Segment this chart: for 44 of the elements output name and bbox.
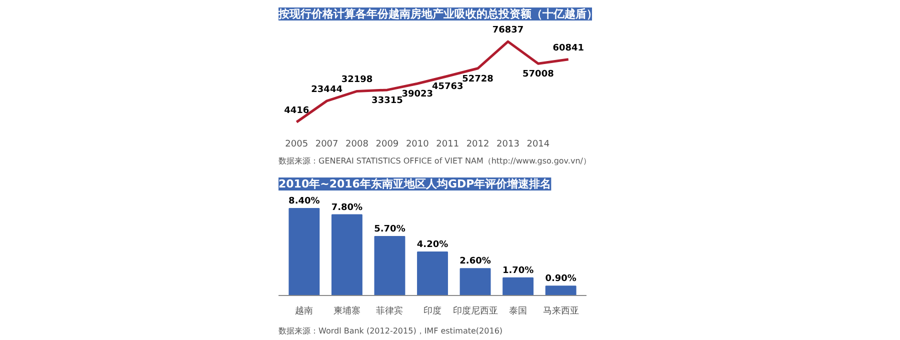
x-tick-label: 马来西亚 [542,306,579,316]
data-label: 23444 [311,84,342,95]
data-label: 33315 [372,96,403,106]
data-label: 45763 [432,82,464,92]
bar [288,208,320,296]
data-label: 4.20% [416,240,448,250]
x-tick-label: 2008 [346,140,369,150]
x-tick-label: 2009 [376,140,399,150]
x-tick-label: 2014 [526,140,550,150]
data-label: 76837 [492,26,524,36]
bar [331,214,362,296]
bar [545,286,576,296]
x-tick-label: 菲律宾 [376,306,404,316]
x-tick-label: 2011 [436,140,460,150]
data-label: 52728 [462,74,494,84]
chart-title: 2010年~2016年东南亚地区人均GDP年评价增速排名 [278,178,552,190]
data-label: 2.60% [460,256,491,267]
x-tick-label: 2012 [466,140,490,150]
source-note: 数据来源：GENERAI STATISTICS OFFICE of VIET NAM（http://www.gso.gov.vn/） [278,156,591,166]
x-tick-label: 越南 [295,306,314,316]
x-tick-label: 2005 [285,140,308,150]
x-tick-label: 印度 [424,306,442,316]
data-label: 39023 [402,90,434,100]
bar [502,277,534,296]
x-tick-label: 柬埔寨 [333,306,360,316]
bar [417,252,448,296]
data-label: 60841 [552,43,584,54]
data-label: 5.70% [374,224,406,234]
x-tick-label: 印度尼西亚 [452,306,498,316]
x-tick-label: 2007 [315,140,338,150]
data-label: 1.70% [502,266,534,276]
data-label: 0.90% [545,274,576,284]
chart-title: 按现行价格计算各年份越南房地产业吸收的总投资额（十亿越盾） [278,8,598,20]
x-tick-label: 2010 [406,140,430,150]
data-label: 7.80% [331,202,363,213]
x-tick-label: 2013 [496,140,520,150]
data-label: 8.40% [288,196,320,207]
data-label: 57008 [522,70,554,80]
bar [374,236,406,296]
source-note: 数据来源：Wordl Bank (2012-2015)，IMF estimate(2016) [278,326,503,336]
x-tick-label: 泰国 [509,306,528,316]
bar [460,268,491,296]
data-label: 32198 [341,75,373,86]
data-label: 4416 [284,106,310,116]
